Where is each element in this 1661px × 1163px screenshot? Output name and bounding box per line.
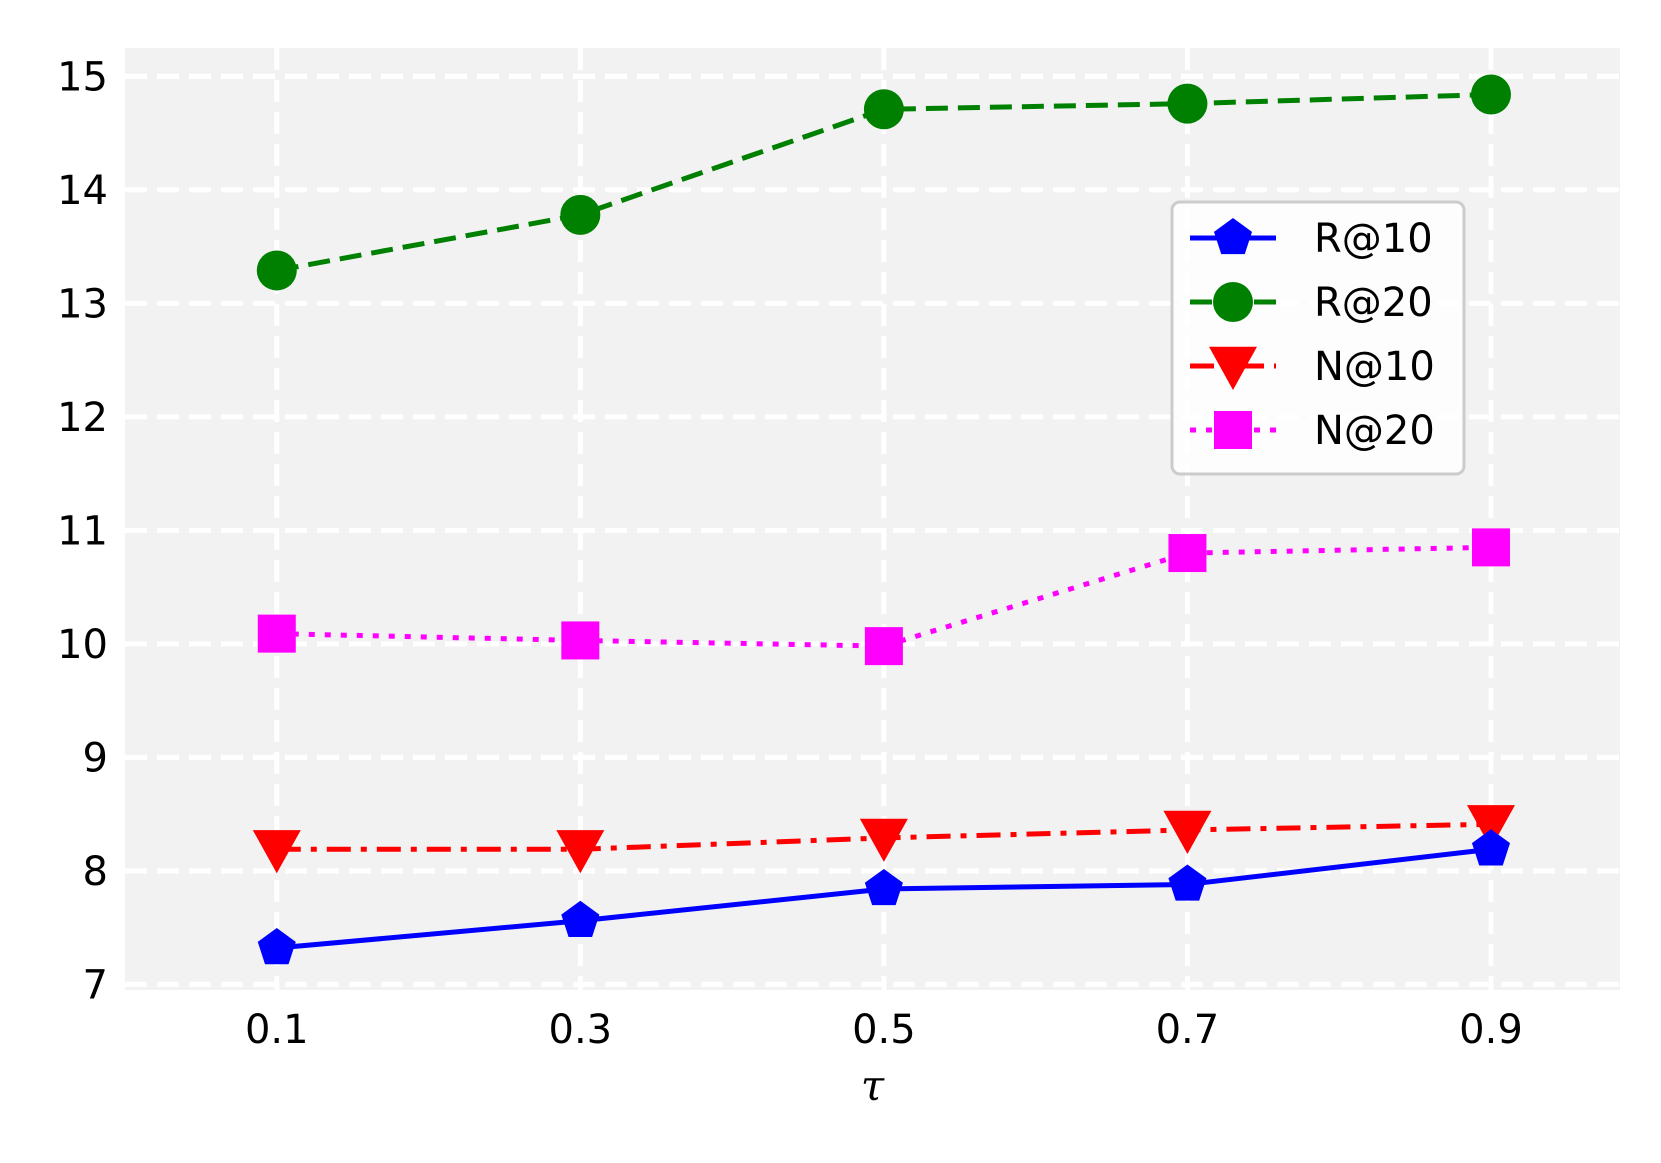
x-tick-label: 0.5 xyxy=(852,1007,916,1053)
y-tick-label: 14 xyxy=(57,168,108,214)
series-markers xyxy=(252,74,1515,965)
series-line-n-at-20 xyxy=(276,544,1492,649)
data-point-r-at-20 xyxy=(863,89,904,130)
y-tick-label: 7 xyxy=(83,962,108,1008)
data-point-n-at-10 xyxy=(556,830,605,874)
x-tick-label: 0.3 xyxy=(549,1007,613,1053)
data-point-r-at-10 xyxy=(864,868,903,906)
legend-marker xyxy=(1213,218,1253,255)
data-point-r-at-10 xyxy=(1471,829,1511,866)
legend-marker xyxy=(1209,346,1257,390)
legend-box xyxy=(1170,200,1466,476)
x-axis-label: τ xyxy=(861,1061,885,1110)
data-point-n-at-10 xyxy=(859,818,908,862)
data-point-r-at-20 xyxy=(256,250,297,291)
data-point-n-at-20 xyxy=(1168,534,1207,573)
data-point-n-at-20 xyxy=(864,627,903,666)
data-point-r-at-10 xyxy=(1168,864,1207,901)
data-point-n-at-10 xyxy=(1466,805,1515,849)
legend-label: R@20 xyxy=(1314,280,1433,326)
y-tick-label: 15 xyxy=(57,54,108,100)
x-axis-ticks: 0.1 0.3 0.5 0.7 0.9 xyxy=(245,1007,1523,1053)
legend-marker xyxy=(1214,411,1252,449)
data-point-r-at-20 xyxy=(560,194,601,235)
x-tick-label: 0.7 xyxy=(1156,1007,1220,1053)
legend-marker xyxy=(1213,282,1253,322)
y-tick-label: 12 xyxy=(57,395,108,441)
y-tick-label: 11 xyxy=(57,508,108,554)
y-tick-label: 9 xyxy=(83,735,108,781)
x-tick-label: 0.1 xyxy=(245,1007,309,1053)
x-tick-label: 0.9 xyxy=(1459,1007,1523,1053)
data-point-r-at-10 xyxy=(561,900,600,937)
legend-label: N@10 xyxy=(1314,344,1435,390)
y-axis-ticks: 7 8 9 10 11 12 13 14 15 xyxy=(57,54,108,1008)
data-point-r-at-20 xyxy=(1470,74,1511,115)
y-tick-label: 10 xyxy=(57,622,108,668)
data-point-n-at-10 xyxy=(252,830,301,874)
data-point-n-at-20 xyxy=(561,621,600,660)
legend-label: R@10 xyxy=(1314,216,1433,262)
data-point-r-at-10 xyxy=(257,928,296,965)
legend-label: N@20 xyxy=(1314,408,1435,454)
y-tick-label: 8 xyxy=(83,849,108,895)
data-point-n-at-10 xyxy=(1163,810,1212,854)
data-point-n-at-20 xyxy=(257,614,296,653)
data-point-n-at-20 xyxy=(1471,528,1510,567)
y-tick-label: 13 xyxy=(57,281,108,327)
data-point-r-at-20 xyxy=(1167,83,1208,124)
legend: R@10 R@20 N@10 N@20 xyxy=(1170,200,1466,476)
